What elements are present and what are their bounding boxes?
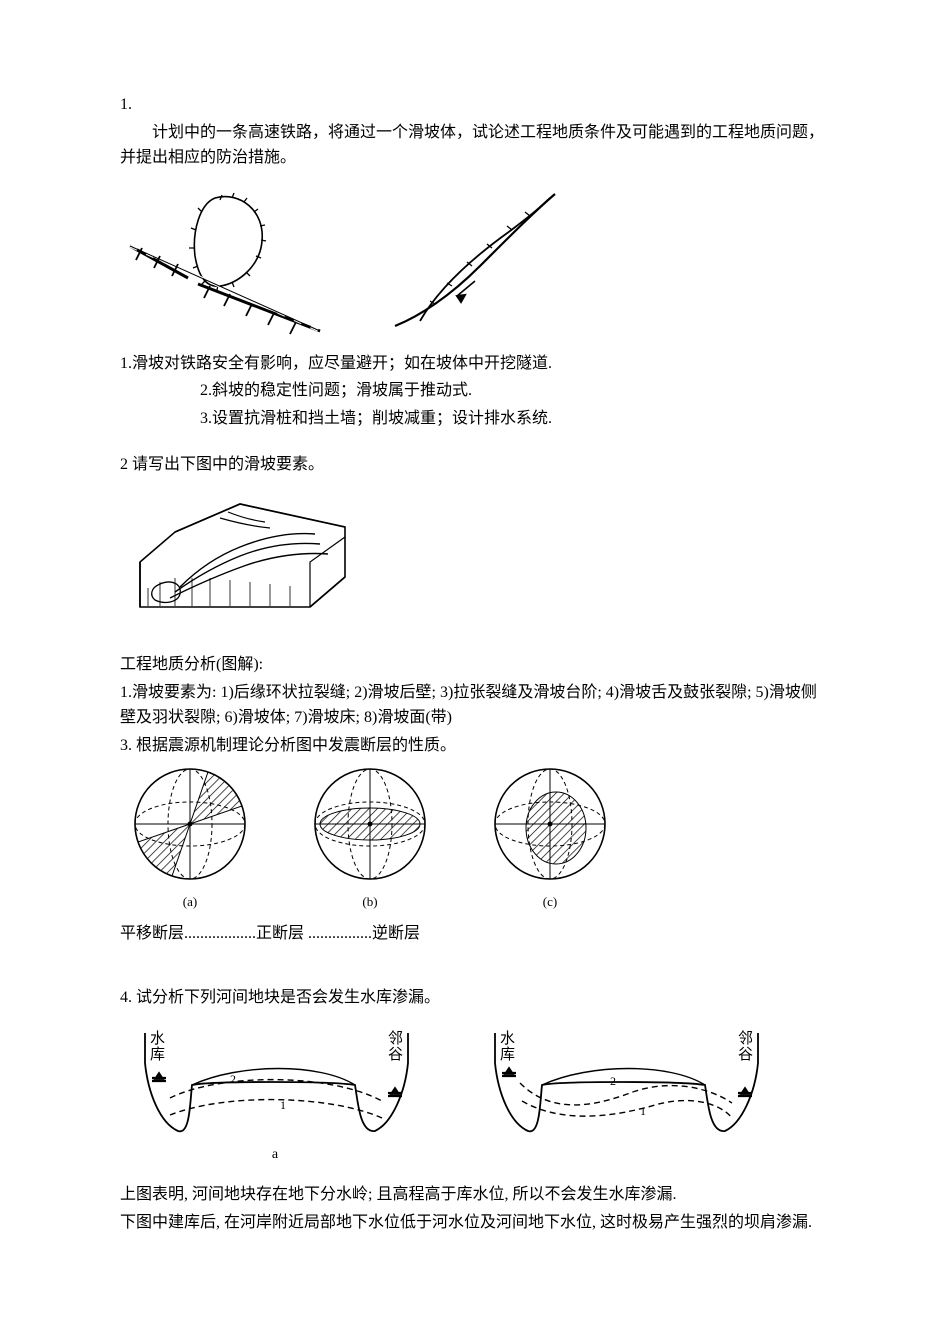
caption-c: (c) (543, 894, 557, 909)
q4-left-lab2: 邻 (388, 1030, 403, 1047)
q1-number: 1. (120, 92, 825, 118)
svg-text:库: 库 (150, 1046, 165, 1063)
q4-left-lab1: 水 (150, 1030, 165, 1047)
caption-b: (b) (362, 894, 377, 909)
q3-heading: 3. 根据震源机制理论分析图中发震断层的性质。 (120, 733, 825, 759)
svg-text:1: 1 (640, 1104, 646, 1118)
q3-label-c: 逆断层 (372, 921, 420, 947)
q4-heading: 4. 试分析下列河间地块是否会发生水库渗漏。 (120, 985, 825, 1011)
q1-sketch-section (380, 186, 580, 336)
dots-2: ................ (308, 921, 372, 947)
q1-prompt: 计划中的一条高速铁路，将通过一个滑坡体，试论述工程地质条件及可能遇到的工程地质问… (120, 120, 825, 171)
q1-figure-row (120, 186, 825, 336)
svg-text:谷: 谷 (388, 1046, 403, 1063)
q2-elements: 1.滑坡要素为: 1)后缘环状拉裂缝; 2)滑坡后壁; 3)拉张裂缝及滑坡台阶;… (120, 680, 825, 731)
q3-label-b: 正断层 (256, 921, 304, 947)
svg-text:谷: 谷 (738, 1046, 753, 1063)
q4-sub-a: a (272, 1147, 279, 1162)
q1-ans-3: 3.设置抗滑桩和挡土墙；削坡减重；设计排水系统. (120, 406, 825, 432)
q4-conclusion-2: 下图中建库后, 在河岸附近局部地下水位低于河水位及河间地下水位, 这时极易产生强… (120, 1210, 825, 1236)
q4-right-lab1: 水 (500, 1030, 515, 1047)
q1-ans-1: 1.滑坡对铁路安全有影响，应尽量避开；如在坡体中开挖隧道. (120, 351, 825, 377)
q4-conclusion-1: 上图表明, 河间地块存在地下分水岭; 且高程高于库水位, 所以不会发生水库渗漏. (120, 1182, 825, 1208)
q2-figure-row (120, 492, 825, 637)
svg-text:库: 库 (500, 1046, 515, 1063)
caption-a: (a) (183, 894, 197, 909)
q3-figure: (a) (b) (c) (120, 759, 825, 918)
dots-1: .................. (184, 921, 256, 947)
q4-right-lab2: 邻 (738, 1030, 753, 1047)
q3-labels: 平移断层 .................. 正断层 ............… (120, 921, 825, 947)
q2-block-diagram (120, 492, 355, 637)
q2-analysis-label: 工程地质分析(图解): (120, 652, 825, 678)
q2-heading: 2 请写出下图中的滑坡要素。 (120, 452, 825, 478)
svg-text:2: 2 (230, 1072, 236, 1086)
q1-ans-2: 2.斜坡的稳定性问题；滑坡属于推动式. (120, 378, 825, 404)
q1-sketch-plan (120, 186, 350, 336)
svg-text:1: 1 (280, 1098, 286, 1112)
svg-text:2: 2 (610, 1074, 616, 1088)
q4-figure: 2 1 水 库 邻 谷 a 2 (120, 1018, 825, 1172)
q3-label-a: 平移断层 (120, 921, 184, 947)
